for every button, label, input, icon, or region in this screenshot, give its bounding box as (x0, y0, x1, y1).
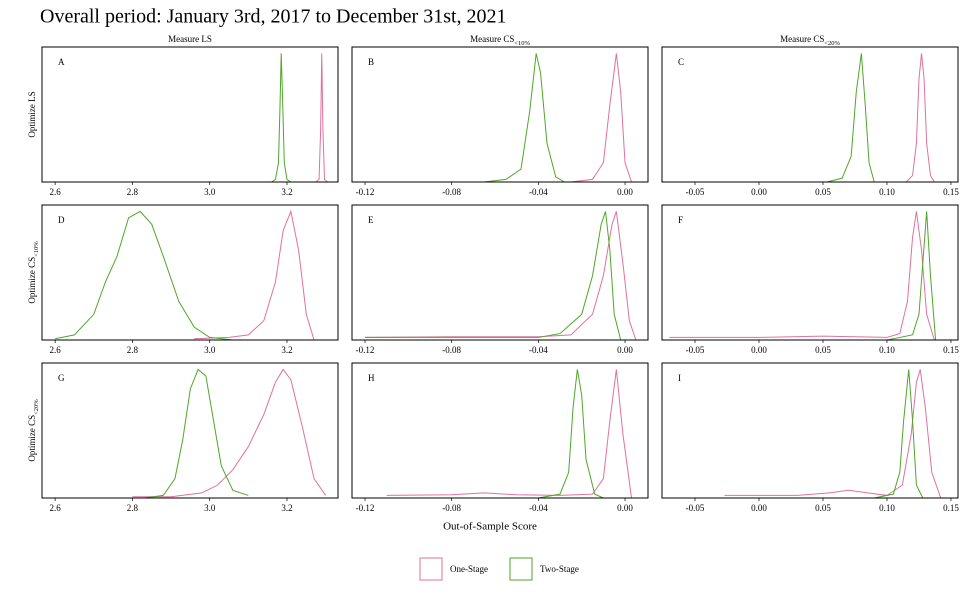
density-line (365, 211, 622, 341)
density-line (364, 211, 637, 341)
column-header: Measure CS<20% (780, 34, 840, 47)
legend-label: One-Stage (450, 564, 488, 574)
x-tick-label: -0.04 (529, 503, 548, 513)
row-header: Optimize CS<20% (27, 399, 40, 462)
row-header: Optimize LS (27, 91, 37, 137)
x-tick-label: 2.8 (127, 503, 139, 513)
x-tick-label: 0.00 (751, 503, 767, 513)
panel-label: G (58, 373, 65, 383)
x-tick-label: -0.08 (442, 503, 461, 513)
panel-label: D (58, 215, 65, 225)
x-tick-label: 2.6 (50, 345, 62, 355)
x-tick-label: -0.08 (442, 187, 461, 197)
density-line (315, 53, 328, 183)
row-header-subscript: <20% (33, 399, 40, 415)
panel-label: A (58, 57, 65, 67)
x-tick-label: 2.6 (50, 503, 62, 513)
density-line (724, 369, 942, 499)
panel-label: B (368, 57, 374, 67)
x-tick-label: -0.12 (356, 503, 375, 513)
x-tick-label: -0.05 (686, 187, 705, 197)
x-tick-label: 0.00 (617, 187, 633, 197)
panel-frame (661, 362, 959, 499)
x-tick-label: 3.2 (281, 503, 292, 513)
x-tick-label: 0.15 (943, 187, 959, 197)
density-line (570, 53, 633, 183)
density-line (143, 368, 249, 499)
x-tick-label: 0.00 (751, 187, 767, 197)
x-tick-label: 0.10 (879, 345, 895, 355)
x-tick-label: 0.05 (815, 345, 831, 355)
panel-frame (351, 204, 649, 341)
panel-frame (41, 204, 339, 341)
x-tick-label: 2.8 (127, 345, 139, 355)
row-header-text: Optimize LS (27, 91, 37, 137)
x-tick-label: 0.00 (617, 503, 633, 513)
x-tick-label: 0.00 (751, 345, 767, 355)
row-header: Optimize CS<10% (27, 241, 40, 304)
density-line (484, 53, 565, 183)
x-axis-label: Out-of-Sample Score (443, 521, 537, 533)
density-line (874, 369, 924, 499)
panel-frame (661, 204, 959, 341)
density-line (905, 53, 935, 183)
chart-title: Overall period: January 3rd, 2017 to Dec… (40, 6, 507, 28)
x-tick-label: 3.0 (204, 345, 216, 355)
row-header-text: Optimize CS (27, 257, 37, 304)
panel-label: E (368, 215, 374, 225)
density-line (132, 368, 327, 498)
panel-frame (351, 46, 649, 183)
column-header: Measure CS<10% (470, 34, 530, 47)
legend-label: Two-Stage (540, 564, 579, 574)
column-header: Measure LS (168, 34, 212, 44)
density-line (669, 211, 935, 341)
x-tick-label: 0.15 (943, 503, 959, 513)
panel-label: I (678, 373, 681, 383)
density-line (271, 53, 292, 183)
legend-swatch (509, 557, 533, 581)
panel-frame (41, 362, 339, 499)
column-header-text: Measure LS (168, 34, 212, 44)
density-line (886, 211, 937, 341)
x-tick-label: 0.00 (617, 345, 633, 355)
x-tick-label: 3.2 (281, 187, 292, 197)
density-line (538, 369, 604, 499)
row-header-text: Optimize CS (27, 415, 37, 462)
x-tick-label: 0.10 (879, 187, 895, 197)
density-line (55, 210, 233, 341)
x-tick-label: -0.05 (686, 345, 705, 355)
panel-frame (661, 46, 959, 183)
x-tick-label: 3.0 (204, 187, 216, 197)
column-header-text: Measure CS (470, 34, 514, 44)
x-tick-label: -0.04 (529, 345, 548, 355)
panel-label: H (368, 373, 375, 383)
column-header-text: Measure CS (780, 34, 824, 44)
panel-frame (351, 362, 649, 499)
x-tick-label: 0.15 (943, 345, 959, 355)
panel-label: C (678, 57, 684, 67)
x-tick-label: -0.12 (356, 187, 375, 197)
x-tick-label: 2.8 (127, 187, 139, 197)
density-line (386, 369, 633, 499)
x-tick-label: 3.2 (281, 345, 292, 355)
x-tick-label: 0.05 (815, 503, 831, 513)
x-tick-label: 3.0 (204, 503, 216, 513)
column-header-subscript: <20% (824, 40, 840, 47)
panel-label: F (678, 215, 683, 225)
x-tick-label: 2.6 (50, 187, 62, 197)
row-header-subscript: <10% (33, 241, 40, 257)
column-header-subscript: <10% (514, 40, 530, 47)
density-line (826, 53, 875, 183)
x-tick-label: -0.08 (442, 345, 461, 355)
density-line (194, 209, 315, 341)
x-tick-label: 0.10 (879, 503, 895, 513)
panel-frame (41, 46, 339, 183)
x-tick-label: -0.12 (356, 345, 375, 355)
x-tick-label: 0.05 (815, 187, 831, 197)
legend-swatch (419, 557, 443, 581)
x-tick-label: -0.04 (529, 187, 548, 197)
x-tick-label: -0.05 (686, 503, 705, 513)
